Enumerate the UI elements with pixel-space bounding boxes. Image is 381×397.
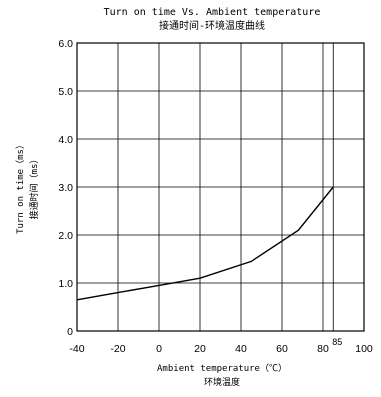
- series-line: [76, 186, 334, 301]
- y-tick-label: 0: [67, 326, 73, 338]
- x-tick-label: -40: [69, 343, 84, 355]
- x-axis-label-cn: 环境温度: [204, 376, 240, 388]
- y-tick-label: 6.0: [58, 38, 73, 50]
- x-axis-ticks: -40 -20 0 20 40 60 80 100: [69, 343, 373, 355]
- plot-frame: [76, 42, 365, 332]
- x-tick-label: 0: [156, 343, 162, 355]
- x-tick-label: 60: [276, 343, 288, 355]
- x-tick-label: 100: [355, 343, 373, 355]
- y-tick-label: 1.0: [58, 278, 73, 290]
- y-tick-label: 3.0: [58, 182, 73, 194]
- y-tick-label: 4.0: [58, 134, 73, 146]
- y-axis-label: Turn on time（ms）: [15, 140, 26, 234]
- x-tick-label: -20: [110, 343, 125, 355]
- annotation-85: 85: [332, 337, 342, 347]
- y-tick-label: 5.0: [58, 86, 73, 98]
- x-tick-label: 40: [235, 343, 247, 355]
- x-tick-label: 20: [194, 343, 206, 355]
- y-axis-label-cn: 接通时间（ms）: [28, 155, 40, 220]
- x-axis-label: Ambient temperature（℃）: [157, 363, 287, 374]
- x-tick-label: 80: [317, 343, 329, 355]
- chart-subtitle: 接通时间-环境温度曲线: [159, 19, 265, 32]
- y-axis-ticks: 0 1.0 2.0 3.0 4.0 5.0 6.0: [58, 38, 73, 338]
- chart-title: Turn on time Vs. Ambient temperature: [104, 7, 321, 18]
- grid-lines: [77, 43, 364, 331]
- y-tick-label: 2.0: [58, 230, 73, 242]
